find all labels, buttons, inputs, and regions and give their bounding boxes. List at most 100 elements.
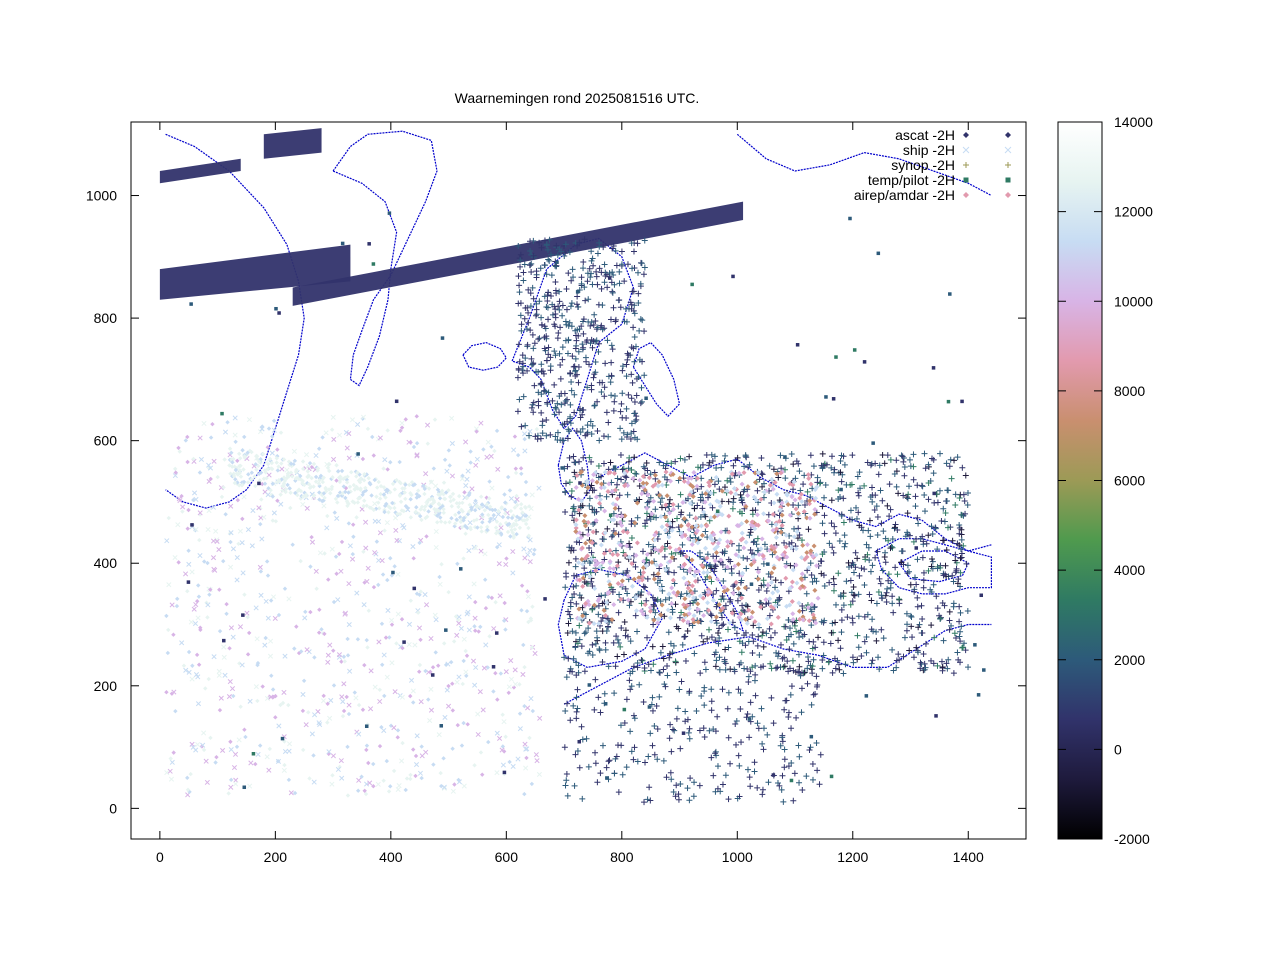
y-tick-label: 200 [94, 678, 118, 694]
ship-observation [414, 440, 420, 446]
ship-observation [341, 681, 347, 687]
ship-observation [173, 470, 178, 475]
ship-observation [311, 779, 317, 785]
ship-observation [372, 550, 378, 556]
ship-observation [530, 604, 535, 609]
ship-observation [366, 760, 371, 766]
ship-observation [340, 713, 346, 719]
ship-observation [472, 615, 478, 621]
ship-observation [173, 466, 178, 472]
ship-observation [507, 759, 512, 765]
ship-observation [500, 712, 505, 717]
temp-pilot-observation [391, 570, 395, 575]
ascat-observation [293, 476, 299, 481]
ship-observation [522, 555, 528, 561]
ship-observation [191, 606, 197, 612]
temp-pilot-observation [494, 631, 499, 635]
ascat-observation [351, 482, 357, 488]
ship-observation [463, 483, 469, 489]
ship-observation [450, 708, 455, 713]
temp-pilot-observation [914, 546, 919, 550]
ascat-observation [279, 461, 284, 466]
ascat-observation [488, 516, 494, 522]
ship-observation [450, 681, 455, 686]
ship-observation [166, 627, 171, 633]
ship-observation [466, 594, 472, 600]
ship-observation [403, 417, 408, 422]
ship-observation [392, 564, 397, 569]
ship-observation [337, 764, 342, 770]
ship-observation [185, 459, 190, 465]
ship-observation [298, 558, 303, 564]
ship-observation [234, 744, 240, 749]
ship-observation [334, 515, 340, 521]
ascat-observation [238, 474, 244, 479]
ship-observation [384, 674, 390, 680]
ship-observation [254, 636, 260, 642]
ascat-observation [467, 509, 472, 514]
ship-observation [478, 750, 484, 755]
ascat-observation [496, 508, 501, 514]
ship-observation [221, 558, 226, 564]
ship-observation [237, 624, 244, 630]
coastline-segment [898, 550, 970, 583]
ship-observation [238, 704, 243, 709]
ship-observation [355, 788, 361, 793]
ship-observation [385, 428, 390, 433]
ship-observation [496, 561, 502, 567]
ship-observation [300, 691, 306, 697]
ascat-observation [426, 509, 431, 514]
x-tick-label: 600 [495, 849, 519, 865]
ship-observation [197, 553, 203, 559]
ship-observation [234, 577, 240, 583]
ship-observation [270, 434, 275, 439]
ship-observation [264, 559, 270, 564]
ship-observation [345, 653, 351, 658]
ship-observation [214, 538, 220, 544]
ship-observation [329, 781, 335, 787]
ship-observation [491, 689, 496, 694]
ship-observation [334, 571, 339, 576]
ship-observation [211, 654, 217, 660]
ship-observation [478, 548, 484, 554]
ship-observation [410, 544, 416, 550]
ascat-observation [246, 472, 251, 477]
ship-observation [489, 444, 494, 449]
ship-observation [300, 708, 306, 714]
ship-observation [512, 667, 518, 673]
ascat-observation [408, 491, 413, 496]
ship-observation [213, 528, 219, 534]
ascat-observation [382, 509, 387, 515]
ascat-observation [327, 468, 332, 474]
ship-observation [445, 703, 452, 709]
ship-observation [536, 771, 542, 777]
ship-observation [195, 701, 202, 707]
ship-observation [522, 431, 528, 437]
ascat-swath-top [263, 128, 322, 159]
ship-observation [321, 503, 327, 509]
ascat-observation [526, 533, 531, 538]
ship-observation [439, 562, 444, 567]
ship-observation [226, 694, 232, 700]
temp-pilot-observation [575, 290, 580, 294]
ship-observation [372, 684, 378, 690]
ship-observation [353, 695, 359, 701]
ship-observation [537, 715, 543, 721]
ship-observation [408, 693, 413, 699]
ship-observation [346, 581, 352, 587]
ascat-observation [322, 495, 327, 501]
ship-observation [433, 483, 439, 489]
ship-observation [339, 775, 345, 781]
ship-observation [441, 756, 446, 761]
temp-pilot-observation [394, 399, 399, 404]
ship-observation [346, 521, 352, 526]
temp-pilot-observation [731, 274, 735, 279]
temp-pilot-observation [257, 481, 261, 486]
ship-observation [237, 661, 242, 666]
ascat-observation [443, 490, 449, 495]
ascat-observation [241, 479, 247, 485]
ascat-observation [503, 511, 508, 516]
ship-observation [384, 758, 390, 764]
temp-pilot-observation [502, 770, 507, 775]
ship-observation [466, 627, 472, 633]
